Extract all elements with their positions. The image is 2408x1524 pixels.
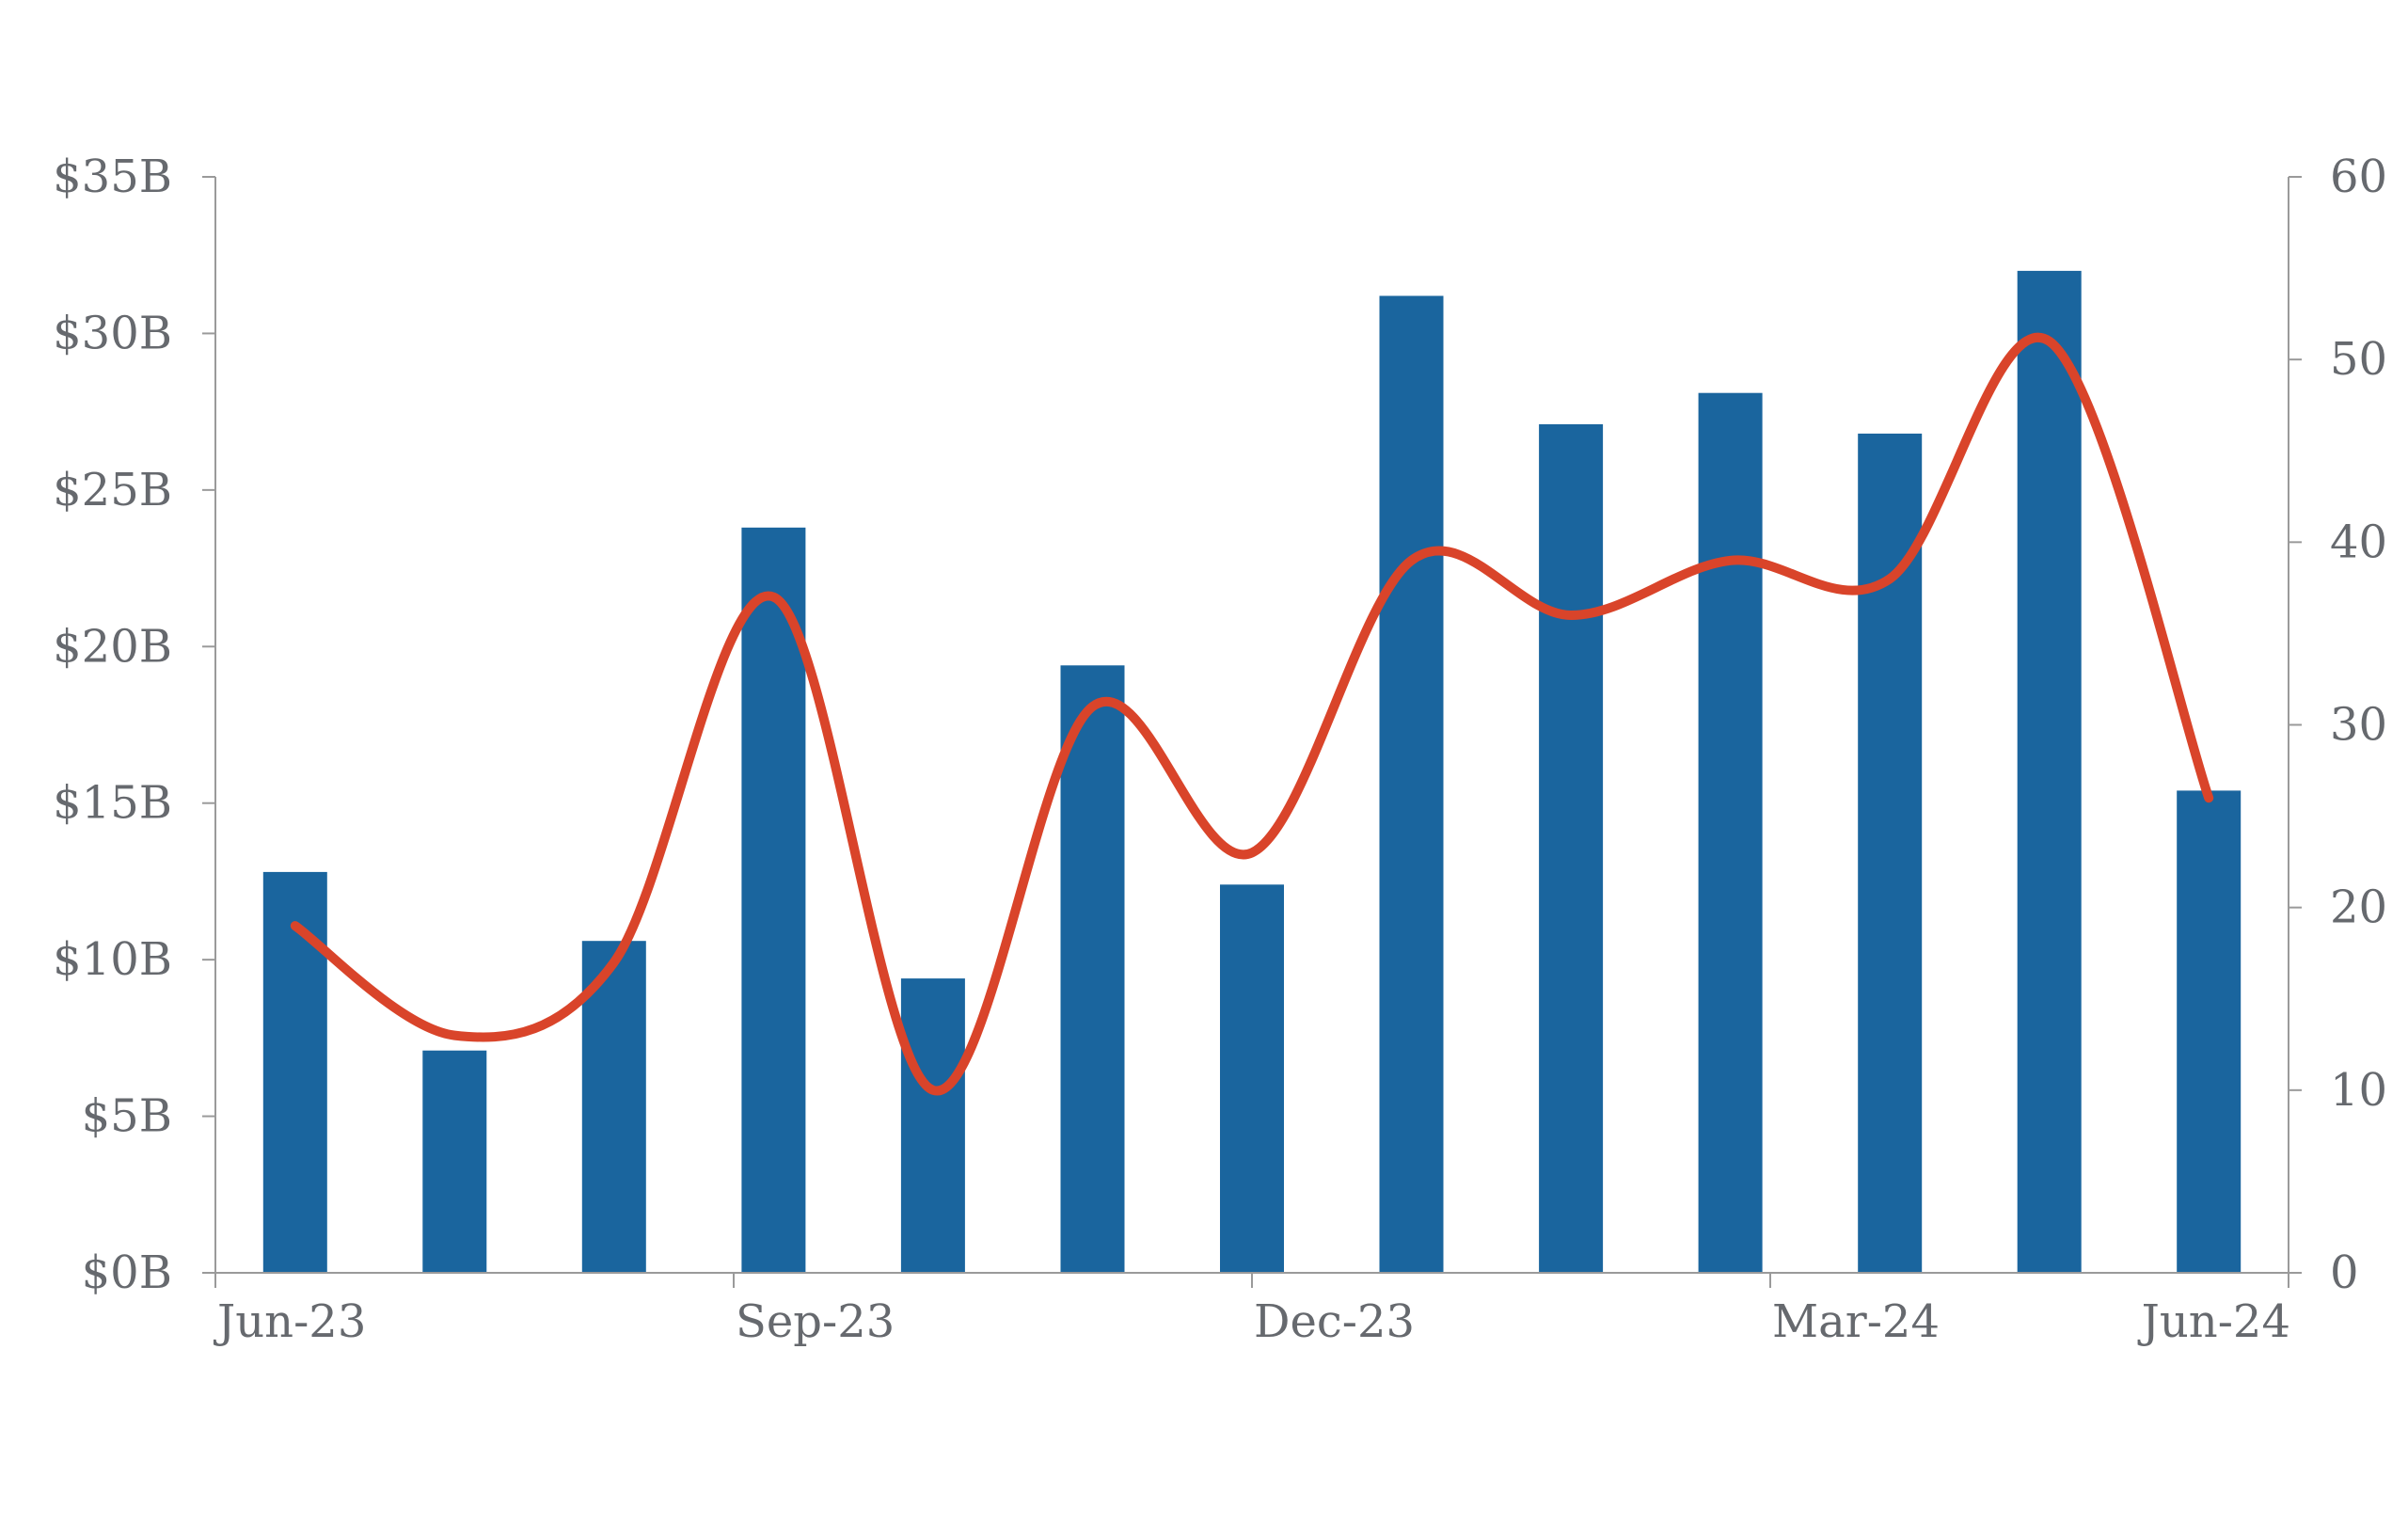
left-tick-label: $35B [53, 151, 172, 203]
right-tick-label: 0 [2330, 1246, 2359, 1299]
left-tick-label: $0B [82, 1246, 172, 1299]
right-tick-label: 20 [2330, 881, 2387, 934]
x-tick-label: Jun-23 [213, 1295, 366, 1348]
left-tick-label: $25B [53, 464, 172, 516]
left-tick-label: $15B [53, 777, 172, 830]
left-tick-label: $10B [53, 933, 172, 986]
bar-sep-23 [741, 527, 806, 1273]
bar-jun-23 [262, 871, 327, 1273]
bar-jan-24 [1379, 295, 1444, 1273]
bar-mar-24 [1698, 392, 1763, 1273]
left-tick-label: $30B [53, 307, 172, 359]
bar-may-24 [2017, 270, 2082, 1273]
right-tick-label: 50 [2330, 333, 2387, 386]
bar-nov-23 [1060, 665, 1125, 1273]
right-tick-label: 40 [2330, 516, 2387, 568]
right-tick-label: 30 [2330, 699, 2387, 752]
x-tick-label: Jun-24 [2137, 1295, 2290, 1348]
x-tick-label: Sep-23 [736, 1295, 895, 1348]
bar-aug-23 [581, 941, 646, 1273]
x-axis-ticks: Jun-23 Sep-23 Dec-23 Mar-24 Jun-24 [213, 1273, 2290, 1348]
bar-feb-24 [1539, 424, 1604, 1273]
bar-series [262, 270, 2242, 1273]
x-tick-label: Dec-23 [1254, 1295, 1415, 1348]
left-tick-label: $5B [82, 1090, 172, 1143]
bar-jun-24 [2177, 790, 2242, 1273]
left-axis-ticks: $0B $5B $10B $15B $20B $25B $30B $35B [53, 151, 215, 1299]
left-tick-label: $20B [53, 620, 172, 673]
right-axis-ticks: 0 10 20 30 40 50 60 [2289, 151, 2387, 1299]
bar-jul-23 [422, 1050, 487, 1273]
line-path [290, 333, 2214, 1096]
bar-dec-23 [1220, 884, 1284, 1273]
bar-oct-23 [900, 978, 965, 1273]
right-tick-label: 60 [2330, 151, 2387, 203]
x-tick-label: Mar-24 [1772, 1295, 1940, 1348]
line-series [290, 333, 2214, 1096]
right-tick-label: 10 [2330, 1064, 2387, 1117]
